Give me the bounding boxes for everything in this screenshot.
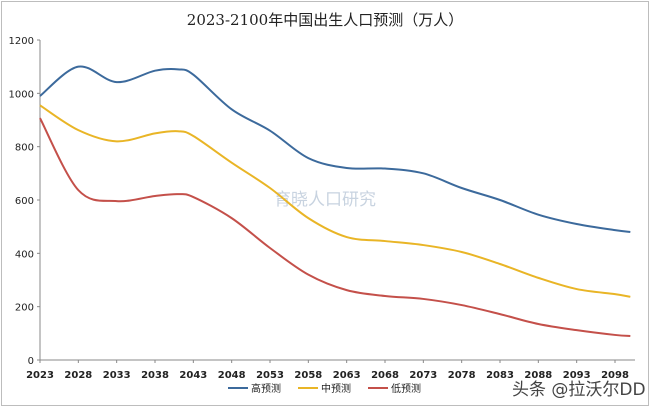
x-tick-label: 2058: [294, 370, 322, 381]
series-line-1: [39, 104, 631, 298]
x-tick-label: 2053: [256, 370, 284, 381]
x-tick-label: 2073: [409, 370, 437, 381]
chart-title: 2023-2100年中国出生人口预测（万人）: [187, 11, 463, 29]
x-tick-label: 2028: [64, 370, 92, 381]
x-tick-label: 2023: [26, 370, 54, 381]
watermark: 育晓人口研究: [274, 190, 376, 210]
y-tick-label: 600: [15, 196, 34, 207]
x-tick-label: 2098: [601, 370, 629, 381]
y-tick-label: 0: [28, 356, 34, 367]
y-tick-label: 800: [15, 143, 34, 154]
x-tick-label: 2038: [141, 370, 169, 381]
x-tick-label: 2088: [524, 370, 552, 381]
series-line-2: [39, 117, 631, 337]
y-tick-label: 1000: [9, 89, 34, 100]
credit-watermark: 头条 @拉沃尔DD: [512, 380, 646, 400]
legend-label: 高预测: [251, 382, 281, 395]
x-tick-label: 2078: [448, 370, 476, 381]
series-line-0: [39, 65, 631, 233]
x-tick-label: 2083: [486, 370, 514, 381]
x-tick-label: 2033: [103, 370, 131, 381]
legend-label: 中预测: [321, 382, 351, 395]
y-tick-label: 200: [15, 303, 34, 314]
x-tick-label: 2043: [179, 370, 207, 381]
x-tick-label: 2063: [333, 370, 361, 381]
y-tick-label: 1200: [9, 36, 34, 47]
legend-label: 低预测: [391, 382, 421, 395]
x-tick-label: 2093: [563, 370, 591, 381]
x-tick-label: 2068: [371, 370, 399, 381]
y-tick-label: 400: [15, 249, 34, 260]
x-tick-label: 2048: [218, 370, 246, 381]
